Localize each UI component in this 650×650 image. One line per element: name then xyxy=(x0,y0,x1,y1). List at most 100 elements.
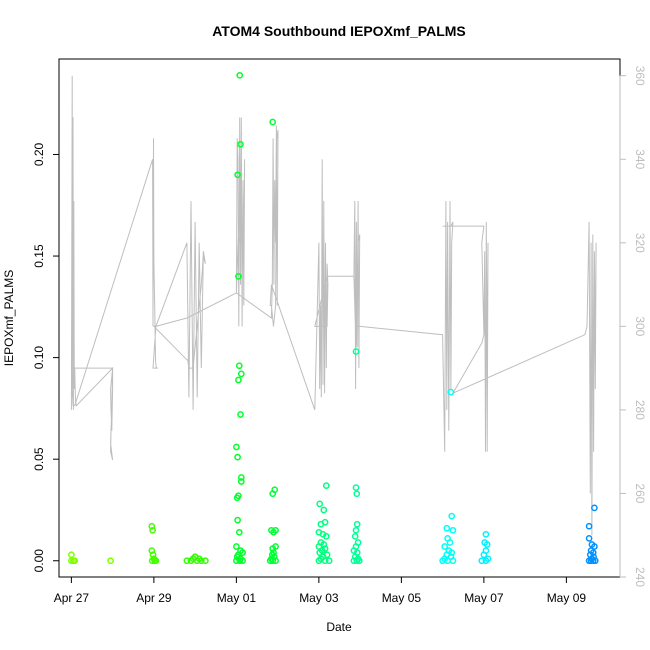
y2-tick-label: 300 xyxy=(633,316,647,336)
background-trace-layer xyxy=(70,75,597,536)
scatter-points-layer xyxy=(68,71,599,565)
y-axis-title: IEPOXmf_PALMS xyxy=(2,270,16,366)
data-point xyxy=(441,543,449,550)
data-point xyxy=(443,524,451,532)
data-point xyxy=(233,543,240,550)
data-point xyxy=(233,443,240,451)
chart-title: ATOM4 Southbound IEPOXmf_PALMS xyxy=(212,23,466,39)
plot-frame xyxy=(58,58,621,578)
data-point xyxy=(233,557,240,565)
x-tick-label: May 09 xyxy=(547,591,587,605)
data-point xyxy=(234,516,241,524)
data-point xyxy=(235,376,242,384)
data-point xyxy=(237,140,244,148)
y-axis-left: 0.00 0.05 0.10 0.15 0.20 xyxy=(32,142,60,573)
y2-tick-label: 280 xyxy=(633,400,647,420)
y2-tick-label: 240 xyxy=(633,567,647,587)
data-point xyxy=(237,474,245,481)
x-tick-label: Apr 29 xyxy=(136,591,172,605)
data-point xyxy=(202,557,209,565)
data-point xyxy=(355,557,363,565)
data-point xyxy=(236,557,244,565)
y2-tick-label: 260 xyxy=(633,483,647,503)
data-point xyxy=(591,504,598,512)
data-point xyxy=(234,453,241,461)
data-point xyxy=(446,539,454,546)
data-point xyxy=(237,411,244,418)
x-axis: Apr 27 Apr 29 May 01 May 03 May 05 May 07 May … xyxy=(54,576,587,605)
data-point xyxy=(68,551,75,559)
data-point xyxy=(148,522,156,530)
data-point xyxy=(322,533,330,540)
data-point xyxy=(320,506,328,514)
y-tick-label: 0.00 xyxy=(32,549,46,573)
data-point xyxy=(236,71,244,79)
data-point xyxy=(585,522,593,530)
y-tick-label: 0.20 xyxy=(32,142,46,166)
data-point xyxy=(233,494,241,502)
y-tick-label: 0.10 xyxy=(32,346,46,370)
data-point xyxy=(316,500,324,508)
data-point xyxy=(480,551,488,559)
data-point xyxy=(352,484,360,491)
data-point xyxy=(322,482,330,489)
data-point xyxy=(107,557,114,565)
x-tick-label: Apr 27 xyxy=(54,591,90,605)
data-point xyxy=(317,520,325,528)
data-point xyxy=(352,348,360,355)
data-point xyxy=(269,490,277,498)
data-point xyxy=(482,530,490,538)
data-point xyxy=(148,557,156,565)
data-point xyxy=(321,557,329,565)
data-point xyxy=(315,557,323,565)
data-point xyxy=(71,557,79,565)
data-point xyxy=(591,557,599,565)
data-point xyxy=(482,557,490,565)
x-tick-label: May 01 xyxy=(217,591,257,605)
data-point xyxy=(269,557,277,565)
data-point xyxy=(585,535,593,542)
data-point xyxy=(237,370,245,378)
y-axis-right: 240 260 280 300 320 340 360 xyxy=(619,66,647,587)
background-trace-line xyxy=(70,75,597,536)
data-point xyxy=(183,557,191,565)
data-point xyxy=(272,543,279,550)
data-point xyxy=(316,549,324,556)
data-point xyxy=(149,551,157,559)
data-point xyxy=(235,528,243,536)
data-point xyxy=(591,543,598,550)
data-point xyxy=(148,547,156,554)
data-point xyxy=(266,557,274,565)
data-point xyxy=(483,541,491,548)
x-tick-label: May 03 xyxy=(299,591,339,605)
data-point xyxy=(325,557,333,565)
x-tick-label: May 07 xyxy=(464,591,504,605)
data-point xyxy=(449,557,457,565)
data-point xyxy=(351,533,359,540)
data-point xyxy=(478,557,486,565)
data-point xyxy=(149,526,156,534)
data-point xyxy=(235,362,243,370)
data-point xyxy=(234,171,241,179)
y2-tick-label: 340 xyxy=(633,149,647,169)
data-point xyxy=(447,388,455,396)
data-point xyxy=(197,557,205,565)
data-point xyxy=(235,273,242,280)
data-point xyxy=(152,557,160,565)
data-point xyxy=(439,557,446,565)
y-tick-label: 0.05 xyxy=(32,447,46,471)
data-point xyxy=(352,526,360,534)
data-point xyxy=(353,490,361,498)
y2-tick-label: 320 xyxy=(633,233,647,253)
data-point xyxy=(237,478,245,485)
data-point xyxy=(272,526,279,534)
data-point xyxy=(269,118,277,126)
data-point xyxy=(353,557,361,565)
data-point xyxy=(315,543,323,550)
y2-tick-label: 360 xyxy=(633,66,647,86)
data-point xyxy=(449,526,457,534)
data-point xyxy=(353,520,361,528)
y-tick-label: 0.15 xyxy=(32,244,46,268)
data-point xyxy=(448,512,456,520)
